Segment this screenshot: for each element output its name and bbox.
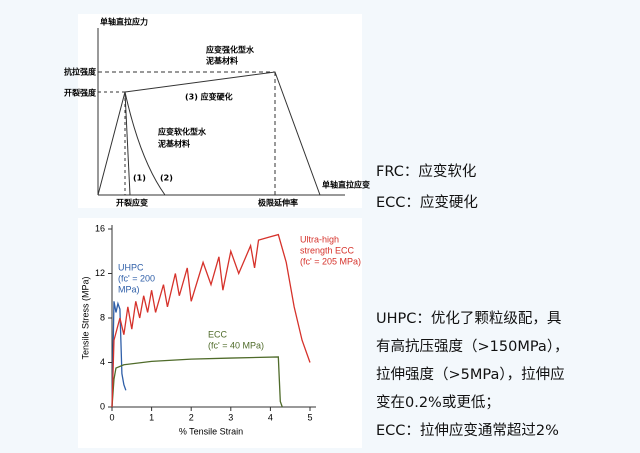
annotation: (fc' = 205 MPa) bbox=[300, 256, 361, 266]
diagram-label: (2) bbox=[160, 174, 173, 183]
series-line bbox=[111, 233, 311, 408]
x-tick-label: 1 bbox=[149, 412, 154, 422]
annotation: (fc' = 200 bbox=[118, 273, 155, 283]
annotation: strength ECC bbox=[300, 245, 355, 255]
annotation: (fc' = 40 MPa) bbox=[208, 340, 264, 350]
text: 变在0.2%或更低； bbox=[376, 395, 500, 411]
y-tick-label: 0 bbox=[100, 401, 105, 411]
x-tick-label: 0 bbox=[109, 412, 114, 422]
annotation: Ultra-high bbox=[300, 234, 339, 244]
x-tick-label: 2 bbox=[189, 412, 194, 422]
text: UHPC：优化了颗粒级配，具 bbox=[376, 311, 562, 327]
x-tick-label: 3 bbox=[228, 412, 233, 422]
side-bottom: UHPC：优化了颗粒级配，具 有高抗压强度（>150MPa）， 拉伸强度（>5MPa… bbox=[376, 305, 569, 445]
side-top: FRC：应变软化 ECC：应变硬化 bbox=[376, 160, 478, 212]
x-axis-label: % Tensile Strain bbox=[179, 426, 243, 436]
y-tick-label: 4 bbox=[100, 357, 105, 367]
text: ECC：拉伸应变通常超过2% bbox=[376, 423, 559, 439]
x-tick-label: 4 bbox=[268, 412, 273, 422]
y-tick-label: 16 bbox=[95, 223, 105, 233]
text: 有高抗压强度（>150MPa）， bbox=[376, 339, 569, 355]
diagram-label: 抗拉强度 bbox=[64, 67, 97, 77]
diagram-label: 应变软化型水 bbox=[158, 127, 207, 137]
y-tick-label: 8 bbox=[100, 312, 105, 322]
text: 拉伸强度（>5MPa），拉伸应 bbox=[376, 367, 565, 383]
annotation: UHPC bbox=[118, 262, 144, 272]
diagram-label: 单轴直拉应力 bbox=[100, 17, 148, 27]
chart-frame bbox=[78, 218, 362, 448]
text: FRC：应变软化 bbox=[376, 164, 477, 180]
curve bbox=[97, 71, 321, 196]
annotation: ECC bbox=[208, 329, 228, 339]
diagram-label: 应变强化型水 bbox=[206, 45, 255, 55]
diagram-label: 泥基材料 bbox=[158, 139, 190, 149]
diagram-label: 开裂应变 bbox=[116, 198, 148, 208]
y-axis-label: Tensile Stress (MPa) bbox=[80, 276, 90, 359]
diagram-shapes bbox=[97, 28, 345, 196]
diagram-label: 极限延伸率 bbox=[258, 198, 298, 208]
x-tick-label: 5 bbox=[307, 412, 312, 422]
curve bbox=[124, 91, 131, 196]
annotation: MPa) bbox=[118, 284, 140, 294]
diagram-label: 单轴直拉应变 bbox=[322, 180, 370, 190]
diagram-label: (1) bbox=[133, 174, 146, 183]
diagram-label: 开裂强度 bbox=[64, 88, 97, 98]
text: ECC：应变硬化 bbox=[376, 195, 478, 211]
diagram-frame bbox=[78, 14, 362, 208]
series-line bbox=[111, 301, 127, 408]
curve bbox=[124, 91, 166, 196]
diagram-label: (3) 应变硬化 bbox=[185, 92, 233, 102]
series-line bbox=[111, 356, 283, 408]
y-tick-label: 12 bbox=[95, 268, 105, 278]
diagram-label: 泥基材料 bbox=[206, 56, 238, 66]
